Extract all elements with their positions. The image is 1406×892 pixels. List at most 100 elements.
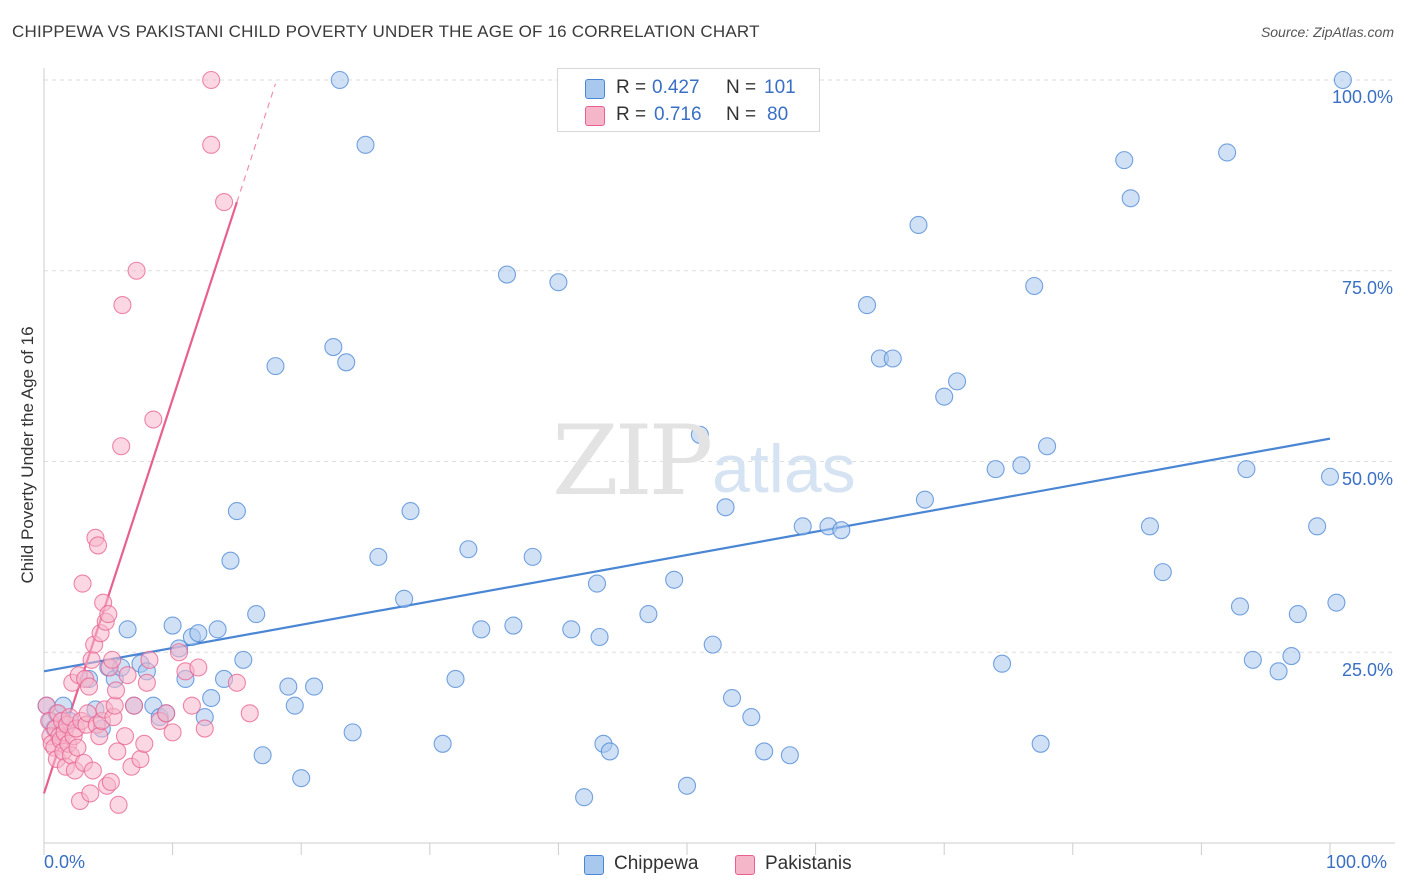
point-chippewa-35 (285, 696, 304, 715)
r-label: R = (616, 104, 647, 125)
point-chippewa-44 (395, 589, 414, 608)
n-value: 80 (767, 104, 789, 125)
n-label: N = (726, 77, 757, 98)
point-chippewa-25 (202, 688, 221, 708)
point-chippewa-64 (703, 635, 722, 654)
legend-row-chippewa: R = 0.427 N = 101 (558, 75, 819, 101)
point-chippewa-65 (716, 498, 735, 517)
point-pakistanis-39 (90, 727, 109, 746)
point-pakistanis-51 (105, 696, 124, 715)
point-chippewa-83 (1025, 276, 1044, 296)
source-label: Source: ZipAtlas.com (1260, 24, 1394, 40)
y-axis-label: Child Poverty Under the Age of 16 (18, 326, 37, 584)
point-pakistanis-61 (127, 261, 146, 280)
point-chippewa-85 (1038, 437, 1057, 456)
point-chippewa-45 (401, 502, 420, 521)
point-pakistanis-48 (101, 772, 120, 792)
gridlines (44, 79, 1395, 653)
point-chippewa-75 (883, 349, 902, 368)
point-chippewa-82 (1012, 456, 1031, 475)
r-label: R = (616, 77, 647, 98)
point-chippewa-68 (755, 742, 774, 761)
point-chippewa-99 (1327, 593, 1346, 612)
point-chippewa-70 (793, 517, 812, 536)
point-chippewa-28 (221, 551, 240, 570)
point-pakistanis-77 (227, 673, 246, 692)
point-chippewa-55 (575, 788, 594, 807)
point-chippewa-37 (305, 677, 324, 696)
point-chippewa-19 (163, 616, 182, 635)
chippewa-swatch (585, 79, 605, 99)
point-pakistanis-31 (79, 677, 99, 696)
point-pakistanis-78 (240, 704, 259, 723)
point-chippewa-100 (1333, 70, 1352, 90)
point-pakistanis-76 (214, 193, 234, 212)
point-chippewa-97 (1308, 517, 1327, 536)
point-pakistanis-68 (157, 704, 176, 723)
point-chippewa-46 (433, 734, 452, 753)
pakistanis-swatch (585, 106, 605, 126)
point-chippewa-39 (330, 70, 349, 90)
point-pakistanis-70 (169, 643, 189, 662)
point-pakistanis-34 (83, 761, 102, 780)
x-tick-label-max: 100.0% (1326, 852, 1388, 872)
point-chippewa-50 (497, 265, 517, 284)
point-chippewa-30 (234, 650, 253, 669)
trendline-pakistanis-extension (236, 83, 277, 203)
point-chippewa-60 (639, 605, 658, 624)
point-pakistanis-63 (135, 734, 154, 753)
point-pakistanis-52 (106, 681, 126, 700)
legend-row-pakistanis: R = 0.716 N = 80 (558, 102, 819, 128)
point-chippewa-76 (909, 215, 928, 235)
point-chippewa-34 (279, 677, 298, 696)
point-chippewa-94 (1269, 662, 1288, 681)
point-chippewa-32 (253, 746, 272, 765)
point-chippewa-81 (993, 654, 1012, 673)
point-chippewa-47 (446, 669, 465, 689)
point-pakistanis-38 (88, 536, 108, 555)
legend-label-pakistanis: Pakistanis (765, 853, 852, 874)
point-pakistanis-62 (131, 750, 150, 769)
pakistanis-swatch (735, 855, 755, 875)
chart-title: CHIPPEWA VS PAKISTANI CHILD POVERTY UNDE… (12, 22, 760, 41)
point-chippewa-90 (1218, 143, 1237, 162)
y-tick-label-50: 50.0% (1341, 469, 1393, 489)
point-chippewa-26 (208, 620, 227, 639)
point-chippewa-62 (677, 776, 697, 795)
trendline-pakistanis (42, 201, 238, 794)
point-chippewa-92 (1237, 460, 1256, 479)
point-pakistanis-58 (118, 666, 137, 685)
trend-lines (42, 83, 1331, 794)
point-chippewa-78 (935, 387, 954, 406)
point-pakistanis-66 (144, 410, 163, 429)
point-chippewa-48 (459, 540, 478, 559)
point-pakistanis-55 (112, 437, 131, 456)
n-label: N = (726, 104, 757, 125)
point-pakistanis-79 (202, 70, 221, 90)
point-pakistanis-54 (109, 795, 128, 814)
point-chippewa-23 (189, 624, 208, 643)
point-chippewa-73 (857, 296, 877, 315)
point-chippewa-66 (722, 688, 742, 708)
point-chippewa-38 (324, 337, 343, 357)
legend-label-chippewa: Chippewa (614, 853, 699, 874)
point-chippewa-96 (1288, 605, 1307, 624)
point-chippewa-57 (590, 627, 609, 647)
scatter-points (37, 70, 1352, 814)
point-chippewa-91 (1230, 597, 1250, 616)
point-chippewa-59 (600, 742, 619, 761)
point-chippewa-89 (1153, 563, 1172, 582)
r-value: 0.716 (654, 104, 702, 125)
point-pakistanis-32 (81, 784, 100, 803)
point-chippewa-63 (690, 425, 709, 444)
n-value: 101 (764, 77, 796, 98)
point-chippewa-67 (742, 708, 761, 727)
point-chippewa-31 (247, 605, 266, 624)
point-chippewa-12 (118, 620, 137, 639)
point-chippewa-52 (523, 547, 542, 566)
point-pakistanis-72 (182, 696, 201, 715)
watermark-atlas: atlas (712, 431, 856, 507)
point-chippewa-33 (266, 357, 285, 376)
point-chippewa-29 (227, 502, 246, 521)
point-pakistanis-64 (137, 673, 156, 692)
